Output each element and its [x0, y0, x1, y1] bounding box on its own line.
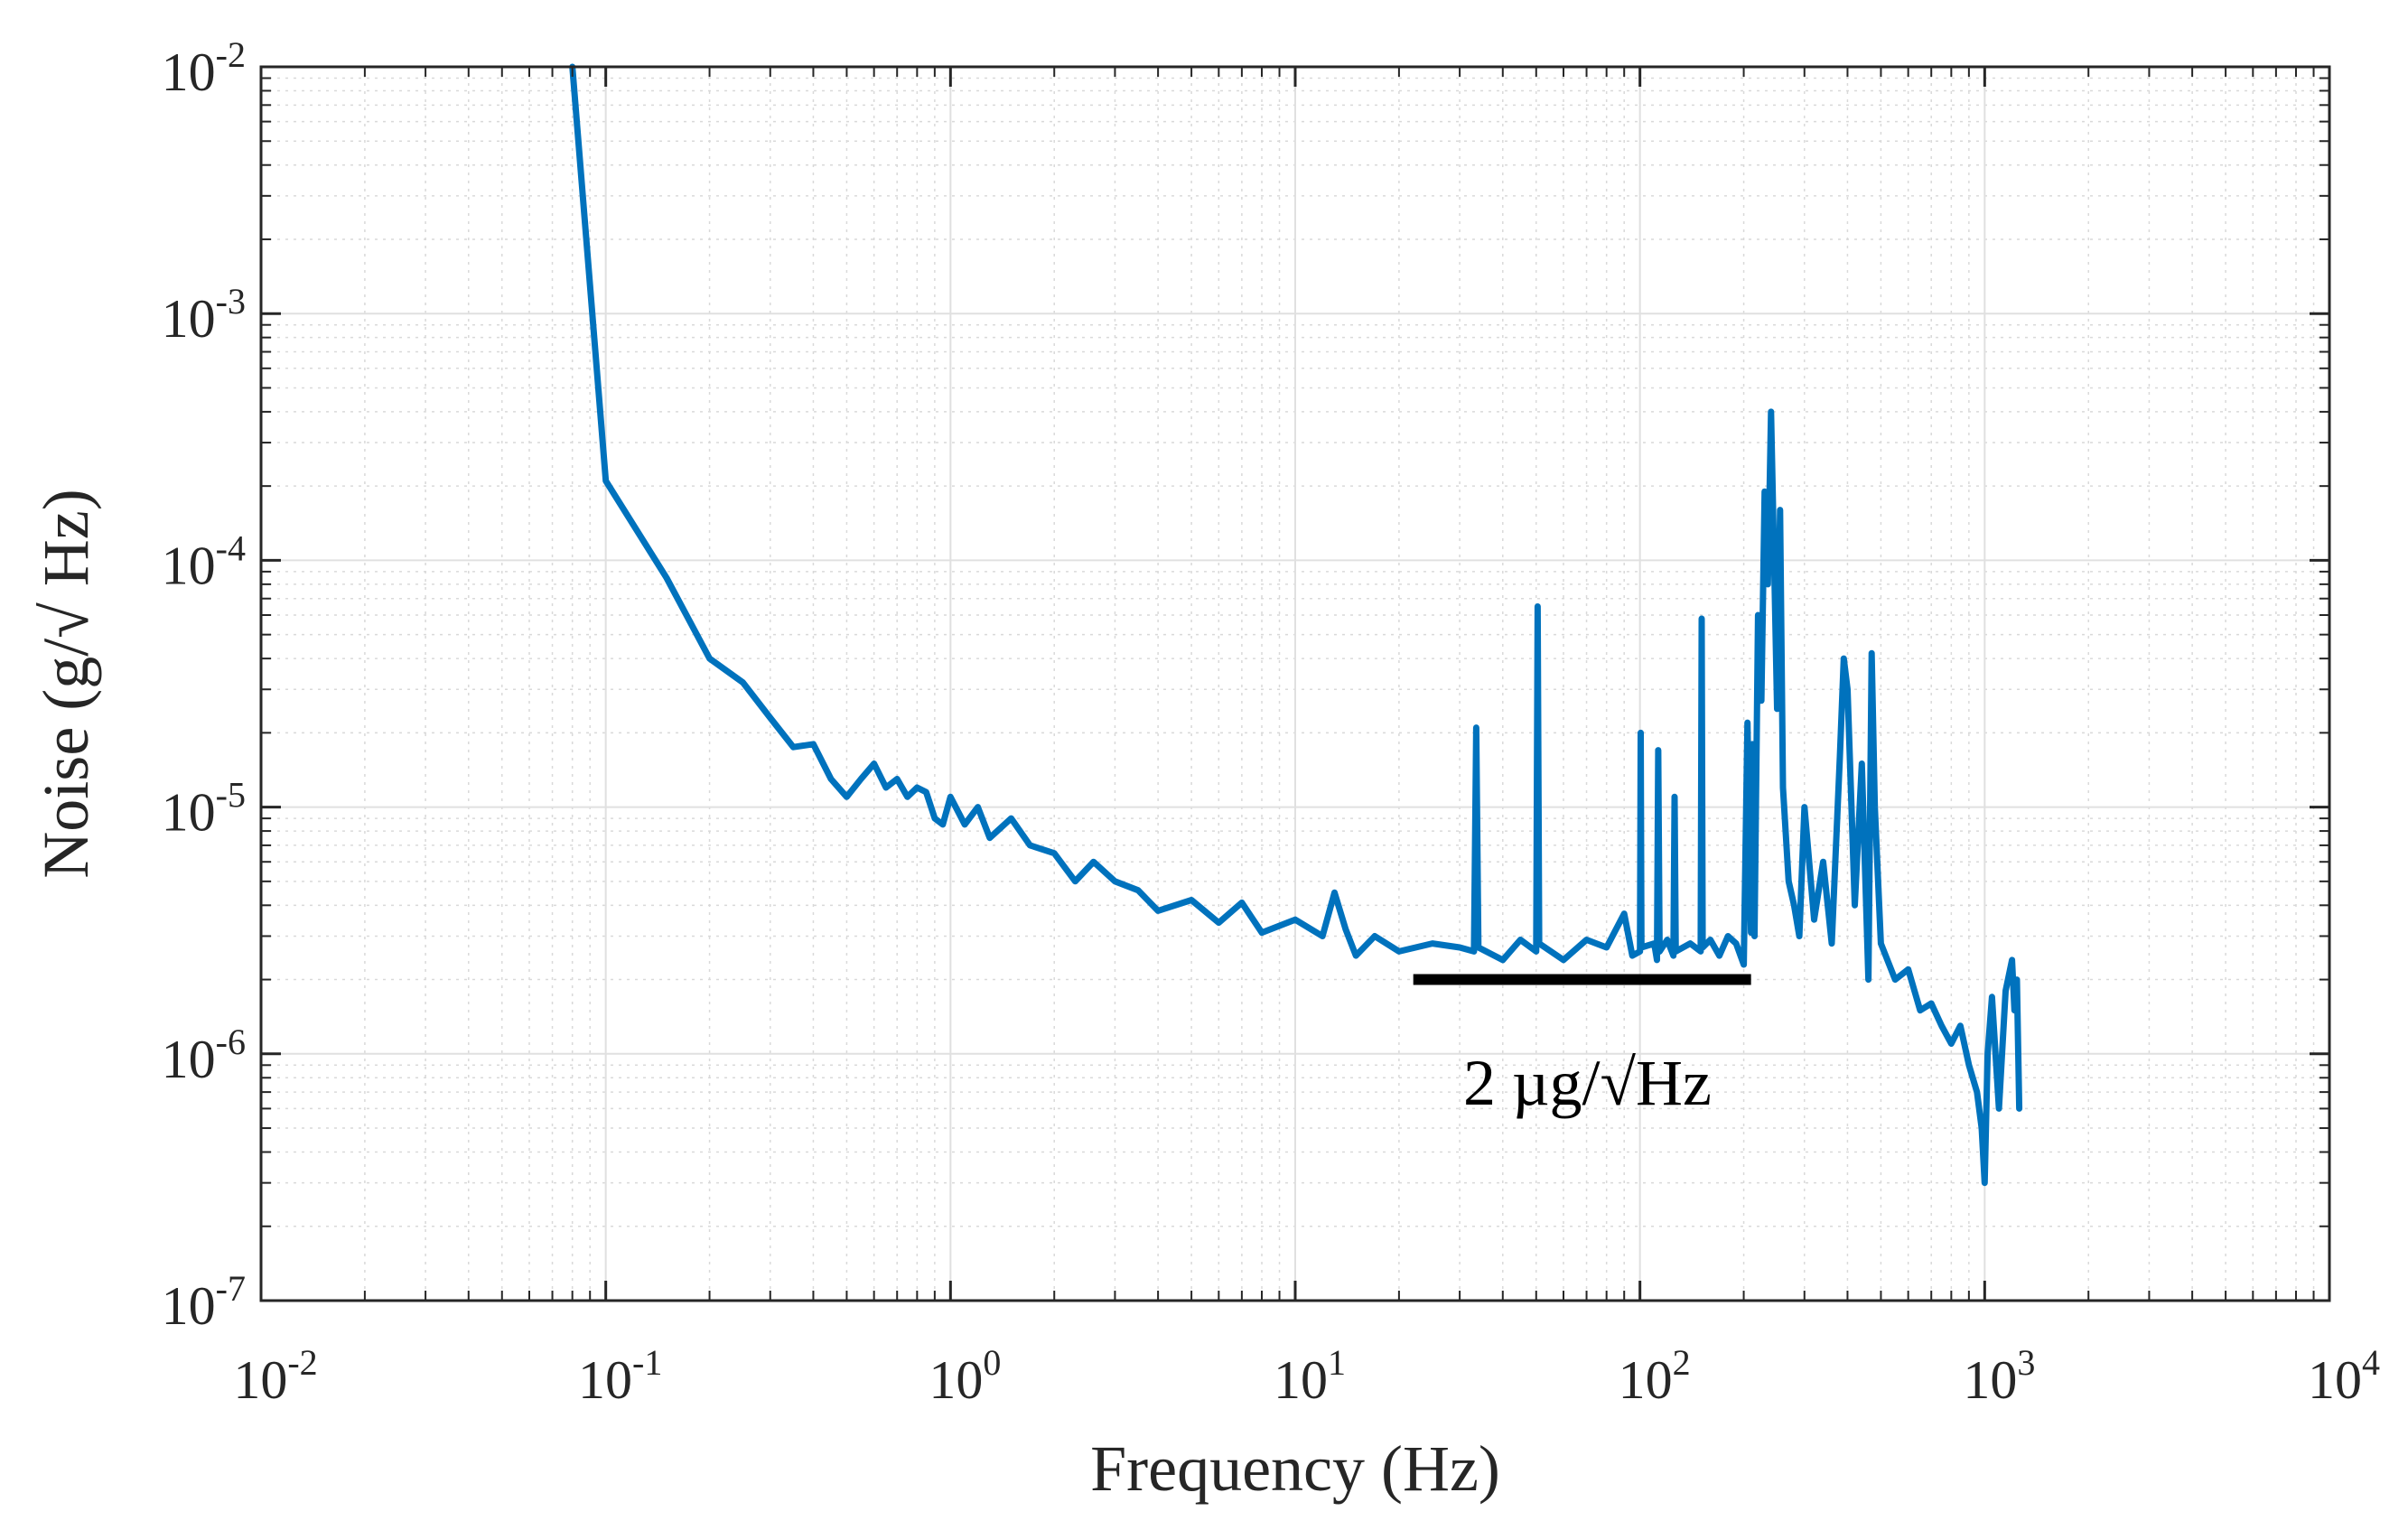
x-tick-label: 10-1 [578, 1342, 662, 1410]
x-axis-title: Frequency (Hz) [1090, 1432, 1500, 1505]
y-axis-title: Noise (g/√ Hz) [30, 489, 102, 878]
x-tick-label: 103 [1963, 1342, 2035, 1410]
y-tick-label: 10-3 [162, 281, 246, 349]
y-tick-label: 10-4 [162, 527, 246, 595]
series-line-0 [569, 63, 2023, 1187]
x-tick-label: 104 [2308, 1342, 2380, 1410]
y-tick-label: 10-2 [162, 34, 246, 102]
y-tick-label: 10-6 [162, 1022, 246, 1089]
x-tick-label: 102 [1619, 1342, 1691, 1410]
series-layer [569, 63, 2023, 1187]
y-tick-label: 10-5 [162, 775, 246, 843]
x-tick-label: 100 [929, 1342, 1001, 1410]
y-tick-labels: 10-7 10-6 10-5 10-4 10-3 10-2 [162, 34, 246, 1336]
y-tick-label: 10-7 [162, 1268, 246, 1336]
x-tick-labels: 10-2 10-1 100 101 102 103 104 [233, 1342, 2380, 1410]
axis-ticks [259, 65, 2331, 1302]
reference-label: 2 µg/√Hz [1463, 1047, 1712, 1119]
major-grid [261, 67, 2329, 1301]
x-tick-label: 101 [1274, 1342, 1346, 1410]
x-tick-label: 10-2 [233, 1342, 317, 1410]
